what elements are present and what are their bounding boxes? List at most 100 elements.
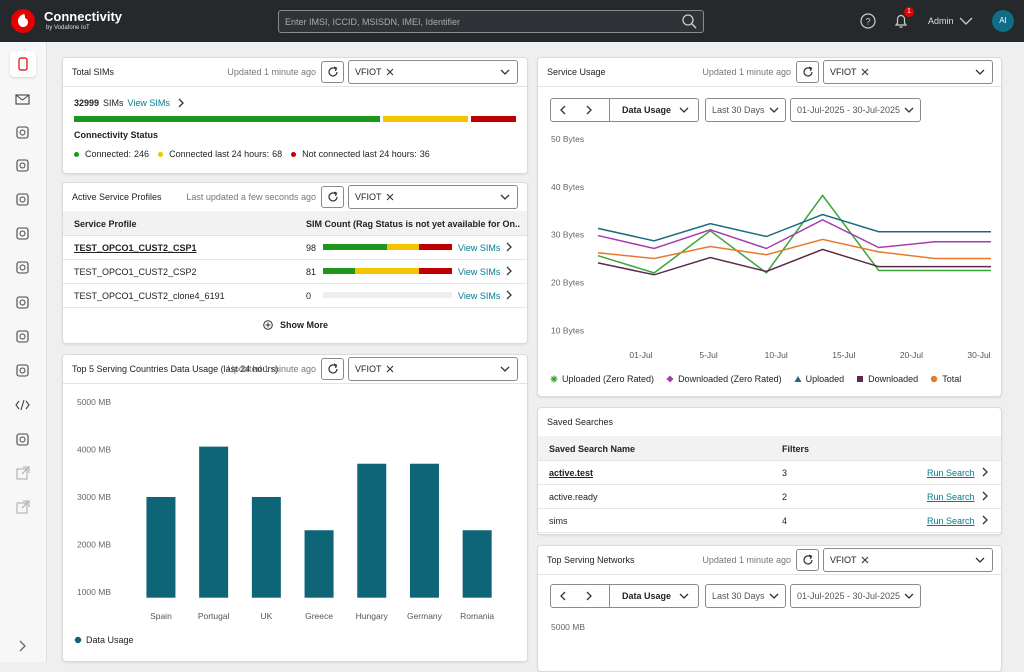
nav-icon[interactable] [15,329,30,344]
refresh-button[interactable] [321,186,344,208]
select-chevron [904,107,914,113]
nav-icon[interactable] [15,466,30,481]
period-select[interactable]: Last 30 Days [705,584,786,608]
nav-icon[interactable] [15,260,30,275]
refresh-button[interactable] [321,358,344,380]
status-dot [74,151,79,157]
date-range[interactable]: 01-Jul-2025 - 30-Jul-2025 [790,584,921,608]
x-tick-label: Greece [305,611,333,621]
legend-item[interactable]: Downloaded (Zero Rated) [666,374,782,384]
view-sims-link[interactable]: View SIMs [127,98,170,108]
view-sims-link[interactable]: View SIMs [458,291,501,301]
nav-icon[interactable] [15,92,30,107]
divider [609,585,610,607]
legend-marker [74,636,82,644]
user-name[interactable]: Admin [928,16,954,26]
row-chevron[interactable] [981,515,989,525]
select-chevron [975,557,985,563]
nav-icon[interactable] [15,295,30,310]
run-search-link[interactable]: Run Search [927,516,975,526]
legend-item[interactable]: Downloaded [856,374,918,384]
date-range-text: 01-Jul-2025 - 30-Jul-2025 [797,591,901,601]
status-count: 68 [272,149,283,159]
nav-icon[interactable] [15,192,30,207]
sidebar-expand[interactable] [18,640,28,652]
filter-select[interactable]: VFIOT [348,185,518,209]
chart: 1000 MB 2000 MB 3000 MB 4000 MB 5000 MB Spain… [77,397,494,621]
show-more-label[interactable]: Show More [280,320,329,330]
date-range-text: 01-Jul-2025 - 30-Jul-2025 [797,105,901,115]
row-chevron[interactable] [981,467,989,477]
refresh-button[interactable] [796,61,819,83]
legend-marker [857,376,864,382]
prev-button[interactable] [559,105,569,115]
chip-remove[interactable] [860,555,870,565]
legend-item[interactable]: Data Usage [74,635,134,645]
brand-sub: by Vodafone IoT [46,25,90,31]
status-segment [74,116,381,122]
metric-select[interactable]: Data Usage [622,105,672,115]
y-tick-label: 5000 MB [77,397,111,407]
legend-label: Uploaded [805,374,845,384]
nav-icon[interactable] [15,57,30,72]
help-icon[interactable]: ? [860,13,876,29]
prev-button[interactable] [559,591,569,601]
date-range[interactable]: 01-Jul-2025 - 30-Jul-2025 [790,98,921,122]
next-button[interactable] [585,591,595,601]
search-name[interactable]: active.test [549,468,594,478]
chip-remove[interactable] [385,67,395,77]
metric-select[interactable]: Data Usage [622,591,672,601]
chip-remove[interactable] [385,192,395,202]
run-search-link[interactable]: Run Search [927,492,975,502]
nav-active[interactable] [10,51,36,77]
legend-item[interactable]: Total [930,374,961,384]
next-button[interactable] [585,105,595,115]
table-header: Saved Search Name Filters [538,436,1001,461]
nav-icon[interactable] [15,363,30,378]
row-chevron[interactable] [505,242,513,252]
card-header [538,58,1001,87]
nav-icon[interactable] [15,226,30,241]
filter-select[interactable]: VFIOT [823,548,993,572]
run-search-link[interactable]: Run Search [927,468,975,478]
status-count: 36 [419,149,430,159]
filter-select[interactable]: VFIOT [823,60,993,84]
link-chevron[interactable] [177,98,185,108]
select-chevron [975,69,985,75]
chip-remove[interactable] [385,364,395,374]
avatar[interactable]: AI [992,10,1014,32]
filter-select[interactable]: VFIOT [348,60,518,84]
user-chevron[interactable] [959,16,973,26]
bell-icon[interactable] [893,13,909,30]
table-row: active.test 3 Run Search [538,460,1001,485]
legend-item[interactable]: Uploaded [794,374,845,384]
legend-marker [550,375,558,383]
updated-text: Updated 1 minute ago [702,555,791,565]
profile-name[interactable]: TEST_OPCO1_CUST2_CSP1 [74,243,197,253]
select-chevron [500,366,510,372]
nav-icon[interactable] [15,125,30,140]
table-row: active.ready 2 Run Search [538,484,1001,509]
view-sims-link[interactable]: View SIMs [458,243,501,253]
legend-marker [794,376,802,382]
x-tick-label: 20-Jul [900,350,923,360]
nav-icon[interactable] [15,500,30,515]
row-chevron[interactable] [505,266,513,276]
refresh-button[interactable] [796,549,819,571]
period-select[interactable]: Last 30 Days [705,98,786,122]
legend-item[interactable]: Uploaded (Zero Rated) [550,374,654,384]
search-box[interactable]: Enter IMSI, ICCID, MSISDN, IMEI, Identif… [278,10,704,33]
nav-icon[interactable] [15,158,30,173]
row-chevron[interactable] [981,491,989,501]
rag-segment [419,268,452,274]
nav-icon[interactable] [15,398,30,413]
status-item: Connected last 24 hours: 68 [158,149,282,159]
chip-remove[interactable] [860,67,870,77]
sim-count-row: 32999 SIMs View SIMs [74,98,185,108]
nav-icon[interactable] [15,432,30,447]
filter-select[interactable]: VFIOT [348,357,518,381]
view-sims-link[interactable]: View SIMs [458,267,501,277]
row-chevron[interactable] [505,290,513,300]
refresh-button[interactable] [321,61,344,83]
show-more[interactable]: Show More [263,320,328,330]
